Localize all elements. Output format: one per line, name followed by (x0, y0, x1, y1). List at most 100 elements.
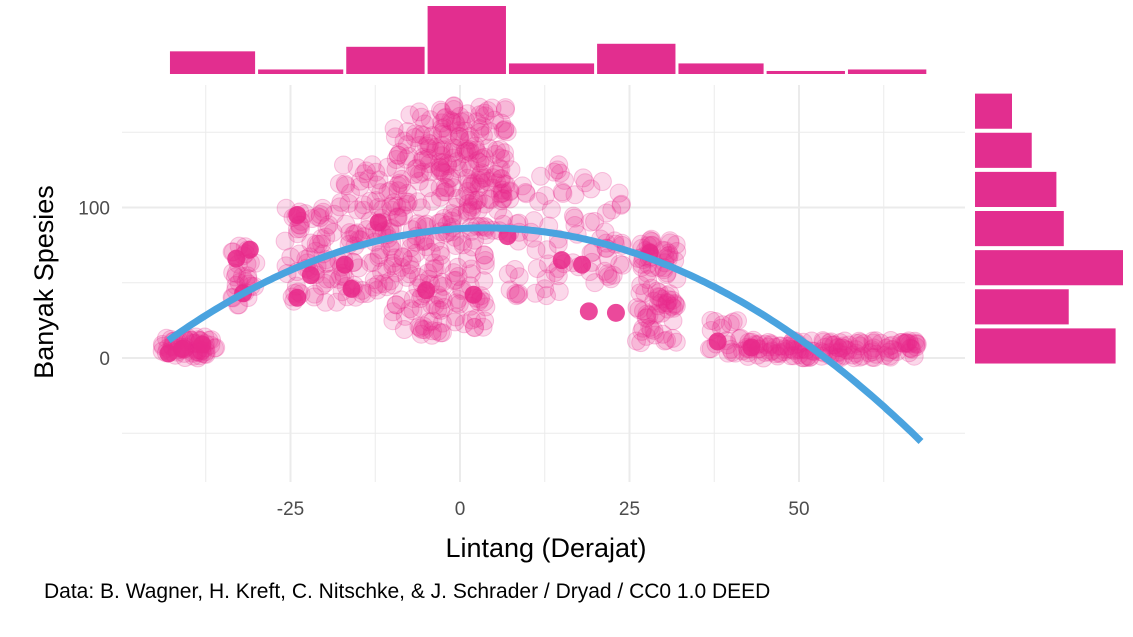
data-point (322, 269, 342, 289)
data-point (425, 295, 445, 315)
data-point (430, 178, 450, 197)
y-histogram-bar (975, 171, 1057, 208)
data-point (411, 107, 431, 127)
data-point (660, 231, 680, 251)
data-point (830, 333, 850, 353)
data-point (549, 155, 569, 175)
data-point (849, 331, 869, 351)
data-point (388, 145, 408, 165)
data-point (526, 240, 546, 260)
data-point (555, 170, 574, 190)
x-axis-title: Lintang (Derajat) (445, 533, 646, 563)
data-point (313, 202, 333, 222)
data-point (595, 261, 615, 281)
data-point (665, 294, 685, 313)
data-point (374, 274, 394, 294)
data-point (474, 245, 494, 265)
data-point (462, 201, 482, 220)
data-point (401, 238, 421, 258)
data-point (403, 301, 423, 321)
data-point (637, 263, 657, 283)
data-point (900, 334, 920, 354)
data-point (500, 182, 520, 202)
data-point (430, 288, 450, 308)
data-point (475, 194, 495, 214)
data-point (592, 172, 612, 191)
data-point (613, 255, 633, 275)
data-point (660, 284, 680, 304)
data-point (462, 197, 482, 217)
data-point (527, 259, 547, 278)
data-point (369, 213, 388, 232)
data-point (411, 125, 431, 145)
data-point (573, 255, 592, 274)
y-marginal-histogram (975, 93, 1123, 364)
data-point (500, 189, 520, 209)
data-point (906, 334, 926, 354)
data-point (902, 339, 922, 359)
data-point (875, 346, 895, 365)
data-point (388, 145, 408, 165)
y-axis-ticks: 0 100 (78, 199, 110, 371)
data-point (383, 253, 403, 273)
data-point (350, 171, 370, 191)
data-point (430, 152, 450, 172)
data-point (552, 251, 571, 270)
data-point (770, 344, 790, 364)
data-point (465, 173, 485, 193)
data-point (347, 158, 367, 178)
data-point (465, 318, 485, 338)
data-point (354, 164, 374, 184)
data-point (448, 257, 467, 277)
data-point (334, 155, 353, 175)
data-point (472, 163, 492, 183)
data-point (420, 110, 440, 130)
data-point (383, 256, 403, 276)
data-point (423, 311, 443, 331)
data-point (493, 189, 513, 209)
data-point (480, 122, 500, 142)
data-point (462, 264, 481, 284)
x-histogram-bar (258, 69, 344, 74)
data-point (639, 305, 659, 325)
data-point (544, 162, 564, 182)
data-point (317, 217, 337, 237)
data-point (471, 165, 490, 185)
data-point (505, 260, 525, 279)
data-point (400, 255, 420, 275)
data-point (403, 289, 423, 308)
data-point (386, 295, 406, 315)
data-point (473, 317, 493, 337)
data-point (657, 293, 677, 312)
data-point (598, 248, 618, 268)
data-point (331, 192, 351, 212)
data-point (423, 321, 442, 341)
data-point (721, 339, 741, 359)
data-point (770, 336, 790, 356)
data-point (423, 126, 443, 146)
data-point (470, 153, 490, 172)
data-point (506, 286, 526, 306)
data-point (636, 308, 656, 328)
data-point (573, 168, 593, 188)
data-point (475, 168, 495, 188)
data-point (308, 234, 328, 254)
data-point (609, 183, 629, 203)
data-point (894, 334, 914, 354)
data-point (430, 161, 450, 181)
data-point (392, 169, 411, 189)
data-point (430, 242, 450, 261)
data-point (664, 298, 684, 318)
data-point (447, 189, 467, 208)
data-point (391, 290, 411, 310)
data-point (462, 237, 482, 257)
data-point (846, 343, 866, 363)
data-point (864, 348, 884, 367)
x-tick-label: 0 (455, 499, 466, 520)
data-point (380, 271, 400, 291)
data-point (442, 204, 462, 224)
data-point (784, 346, 804, 366)
data-point (339, 193, 359, 213)
data-point (769, 343, 789, 363)
data-point (705, 312, 725, 331)
